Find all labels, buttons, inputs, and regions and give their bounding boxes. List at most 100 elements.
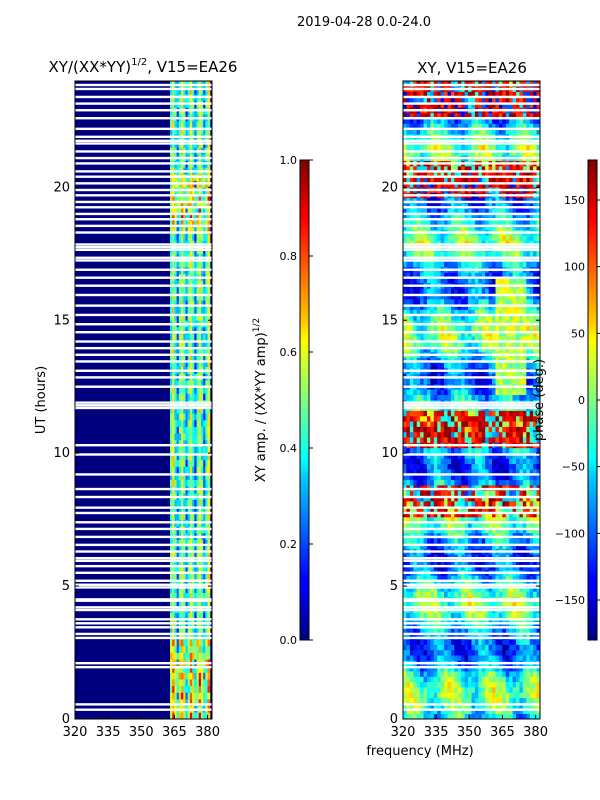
amplitude-cell	[174, 207, 178, 215]
amplitude-cell	[174, 572, 178, 580]
phase-cell	[426, 703, 431, 709]
phase-cell	[512, 671, 517, 677]
amplitude-cell	[178, 599, 182, 607]
amplitude-cell	[183, 300, 186, 308]
amplitude-cell	[176, 592, 180, 600]
phase-cell	[423, 617, 428, 624]
amplitude-cell	[185, 439, 189, 447]
phase-cell	[454, 564, 459, 571]
amplitude-cell	[207, 220, 211, 228]
amplitude-cell	[174, 120, 178, 128]
amplitude-cell	[181, 120, 184, 128]
phase-cell	[516, 421, 520, 427]
phase-cell	[450, 649, 455, 656]
amplitude-cell	[194, 193, 198, 201]
amplitude-cell	[178, 499, 182, 507]
phase-cell	[430, 421, 435, 427]
amplitude-cell	[192, 625, 195, 633]
amplitude-cell	[192, 592, 195, 600]
phase-cell	[423, 298, 428, 305]
phase-cell	[536, 426, 540, 433]
phase-cell	[529, 362, 534, 369]
phase-cell	[409, 474, 414, 481]
phase-cell	[437, 511, 442, 518]
phase-cell	[430, 628, 435, 635]
amplitude-cell	[187, 592, 191, 600]
phase-cell	[444, 309, 448, 316]
amplitude-colorbar-gradient	[299, 159, 310, 641]
phase-cell	[447, 655, 452, 661]
phase-cell	[536, 676, 540, 683]
phase-cell	[406, 415, 411, 422]
phase-cell	[529, 522, 534, 528]
phase-cell	[512, 463, 517, 470]
amplitude-cell	[205, 326, 209, 334]
phase-cell	[444, 527, 448, 534]
phase-cell	[492, 336, 496, 342]
amplitude-cell	[198, 280, 202, 288]
phase-cell	[444, 389, 448, 395]
phase-cell	[505, 346, 510, 353]
phase-cell	[420, 671, 424, 677]
phase-cell	[437, 697, 442, 704]
phase-cell	[485, 421, 490, 427]
phase-cell	[464, 479, 469, 486]
phase-cell	[529, 687, 534, 693]
phase-cell	[471, 527, 476, 534]
amplitude-cell	[205, 506, 209, 514]
phase-cell	[423, 644, 428, 651]
phase-cell	[416, 591, 421, 598]
amplitude-cell	[207, 625, 211, 633]
phase-cell	[457, 453, 462, 459]
amplitude-cell	[198, 692, 202, 700]
amplitude-cell	[189, 586, 193, 594]
phase-cell	[536, 490, 540, 496]
phase-cell	[533, 522, 537, 528]
phase-cell	[509, 458, 513, 465]
phase-cell	[529, 713, 534, 719]
phase-cell	[495, 628, 500, 635]
phase-cell	[488, 330, 493, 337]
phase-cell	[433, 697, 438, 704]
amplitude-cell	[189, 260, 193, 268]
amplitude-cell	[183, 453, 186, 461]
amplitude-cell	[178, 685, 182, 693]
phase-cell	[416, 676, 421, 683]
amplitude-cell	[192, 346, 195, 354]
amplitude-cell	[172, 313, 175, 321]
phase-cell	[457, 341, 462, 348]
amplitude-cell	[172, 340, 175, 348]
phase-cell	[485, 394, 490, 401]
amplitude-cell	[170, 426, 173, 434]
phase-cell	[471, 431, 476, 438]
phase-cell	[437, 527, 442, 534]
phase-cell	[471, 469, 476, 475]
phase-cell	[447, 415, 452, 422]
phase-cell	[478, 671, 483, 677]
amplitude-cell	[181, 579, 184, 587]
phase-cell	[430, 612, 435, 619]
phase-cell	[450, 564, 455, 571]
phase-cell	[471, 458, 476, 465]
amplitude-cell	[174, 227, 178, 235]
phase-cell	[474, 564, 479, 571]
amplitude-cell	[207, 193, 211, 201]
amplitude-cell	[170, 685, 173, 693]
phase-cell	[450, 426, 455, 433]
phase-cell	[457, 703, 462, 709]
phase-cell	[409, 346, 414, 353]
x-tick-label: 320	[63, 725, 88, 740]
phase-cell	[536, 415, 540, 422]
phase-cell	[529, 415, 534, 422]
amplitude-cell	[189, 220, 193, 228]
phase-cell	[536, 703, 540, 709]
phase-cell	[488, 415, 493, 422]
phase-cell	[478, 325, 483, 332]
amplitude-cell	[170, 193, 173, 201]
phase-cell	[481, 410, 486, 417]
phase-cell	[461, 676, 466, 683]
phase-cell	[526, 330, 531, 337]
phase-cell	[519, 421, 524, 427]
x-tick-label: 350	[129, 725, 154, 740]
phase-cell	[406, 575, 411, 582]
